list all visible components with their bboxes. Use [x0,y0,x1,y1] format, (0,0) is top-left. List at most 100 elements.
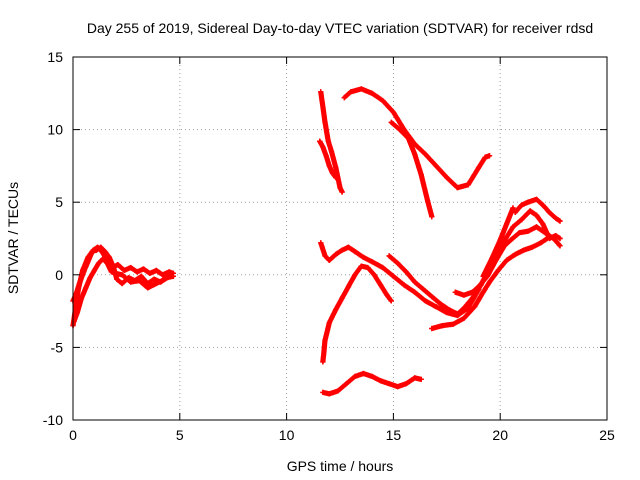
data-point-arc-top-1-2 [358,86,364,92]
data-point-arc-mid-6-1 [489,256,495,262]
data-point-arc-early-1-17 [160,272,166,278]
x-tick-label-4: 20 [492,427,508,443]
data-point-arc-early-3-5 [91,267,97,274]
data-point-arc-bottom-8 [386,381,392,387]
data-point-arc-short-b-1 [320,144,326,150]
data-point-arc-mid-1-7 [360,254,367,260]
data-point-arc-mid-4-8 [504,257,510,263]
axis-ticks: 0 5 10 15 20 25 -10 -5 0 5 10 15 [43,49,615,443]
data-point-arc-top-1-0 [341,95,347,101]
data-point-arc-short-a-2 [325,138,331,144]
data-point-arc-top-1-3 [369,90,375,96]
series-arc-bottom [320,370,424,397]
data-point-arc-bottom-6 [369,373,375,380]
data-point-arc-top-2-4 [418,172,424,178]
series-arc-mid-2 [320,263,394,365]
chart-title: Day 255 of 2019, Sidereal Day-to-day VTE… [87,20,593,36]
data-point-arc-mid-2-11 [384,292,390,298]
data-point-arc-early-1-16 [153,267,159,274]
data-point-arc-mid-6-0 [480,273,486,279]
data-point-arc-mid-1-12 [412,289,418,295]
data-point-arc-bottom-2 [335,388,341,394]
series-arc-mid-5 [452,224,563,298]
data-point-arc-mid-4-3 [461,315,467,321]
data-point-arc-top-1-5 [390,109,396,115]
data-point-arc-early-3-16 [162,276,168,282]
data-point-arc-bottom-11 [412,375,418,381]
data-point-arc-bottom-1 [326,391,332,397]
data-point-arc-early-2-2 [76,280,83,287]
data-point-arc-mid-7-3 [533,196,540,202]
data-point-arc-mid-3-14 [504,234,510,240]
data-point-arc-early-3-4 [87,275,93,281]
data-point-arc-top-1-15 [486,153,493,159]
data-point-arc-top-2-6 [429,214,435,220]
data-point-arc-mid-1-0 [318,240,324,246]
y-tick-label-2: 0 [55,267,63,283]
data-point-arc-mid-3-8 [454,311,461,317]
data-point-arc-mid-7-6 [553,215,559,221]
data-point-arc-top-1-11 [454,185,461,191]
data-point-arc-mid-4-12 [538,240,544,246]
data-point-arc-mid-1-13 [422,298,429,304]
series-arc-mid-6 [480,205,516,279]
data-point-arc-mid-4-7 [495,267,501,274]
data-point-arc-mid-4-5 [480,289,486,295]
data-point-arc-early-2-3 [81,269,87,275]
data-point-arc-early-2-9 [106,254,112,260]
data-point-arc-early-3-1 [74,309,80,316]
data-point-arc-mid-5-0 [452,289,458,295]
data-point-arc-top-1-8 [422,151,429,157]
data-point-arc-mid-7-0 [512,209,518,215]
data-point-arc-top-1-1 [348,89,354,95]
data-point-arc-mid-3-18 [533,212,540,218]
data-points [70,86,563,397]
data-point-arc-mid-1-5 [345,244,352,250]
data-point-arc-mid-6-2 [497,237,503,243]
data-point-arc-early-3-15 [153,280,159,287]
data-point-arc-mid-5-13 [557,243,563,249]
series-arc-mid-4 [429,235,550,332]
data-point-arc-top-1-4 [380,97,386,104]
data-point-arc-mid-1-2 [326,257,332,263]
data-point-arc-mid-3-5 [429,293,435,300]
x-tick-label-1: 5 [176,427,184,443]
x-tick-label-0: 0 [69,427,77,443]
data-point-arc-early-2-8 [102,248,108,255]
data-point-arc-short-b-4 [329,170,336,176]
data-point-arc-early-3-9 [108,269,115,275]
y-tick-label-3: 5 [55,194,63,210]
series-arc-top-2 [388,119,435,220]
data-point-arc-mid-2-9 [371,272,377,278]
data-point-arc-mid-7-1 [518,202,525,208]
data-point-arc-mid-2-6 [352,272,358,278]
data-point-arc-mid-2-10 [377,282,384,288]
data-point-arc-mid-2-4 [339,295,345,301]
data-point-arc-early-1-12 [128,264,134,271]
data-point-arc-early-1-11 [121,267,127,274]
data-point-arc-mid-3-4 [420,286,426,292]
data-point-arc-early-3-8 [104,260,110,266]
data-point-arc-mid-3-3 [412,279,418,285]
trace-arc-top-1 [341,86,493,191]
data-point-arc-mid-2-2 [326,320,332,326]
data-point-arc-mid-1-3 [333,251,339,258]
data-point-arc-bottom-5 [360,370,367,377]
data-point-arc-early-3-10 [113,270,119,276]
data-point-arc-mid-1-14 [433,304,439,310]
x-axis-label: GPS time / hours [287,458,394,474]
data-point-arc-short-b-5 [333,174,339,181]
data-point-arc-mid-5-9 [525,228,531,234]
x-tick-label-3: 15 [386,427,402,443]
data-point-arc-mid-5-6 [501,243,508,249]
data-point-arc-early-2-5 [89,248,95,255]
data-point-arc-mid-3-10 [469,295,476,301]
data-point-arc-early-2-11 [114,276,120,282]
data-point-arc-short-a-4 [333,164,339,170]
data-point-arc-top-2-1 [397,127,403,133]
data-point-arc-mid-2-5 [345,283,352,290]
data-point-arc-early-2-1 [73,291,79,297]
data-point-arc-early-2-6 [93,247,100,253]
data-point-arc-mid-3-1 [395,260,401,266]
